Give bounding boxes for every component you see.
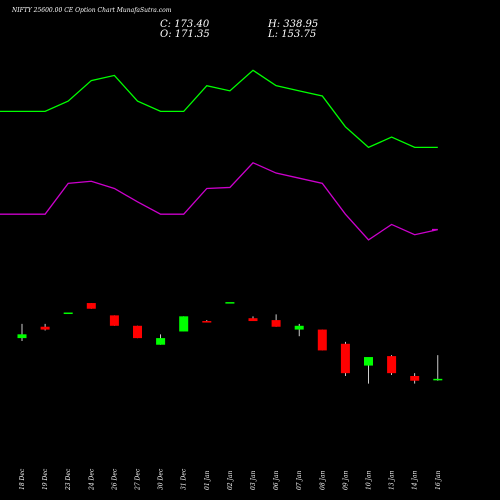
candle-body bbox=[364, 357, 373, 366]
candle bbox=[410, 373, 420, 384]
candle-body bbox=[248, 318, 258, 322]
x-tick-label: 23 Dec bbox=[65, 468, 72, 491]
candle bbox=[202, 320, 212, 323]
candle-body bbox=[156, 338, 166, 345]
candle-body bbox=[271, 320, 281, 327]
candle bbox=[271, 314, 281, 327]
x-tick-label: 08 Jan bbox=[319, 470, 326, 490]
candle bbox=[133, 325, 142, 339]
candle-body bbox=[410, 376, 420, 381]
candle-body bbox=[17, 334, 27, 339]
candle bbox=[40, 323, 50, 331]
candle bbox=[156, 334, 166, 345]
candle bbox=[364, 357, 373, 384]
open-value: O: 171.35 bbox=[160, 29, 210, 40]
candles bbox=[17, 302, 443, 384]
close-value: C: 173.40 bbox=[160, 19, 210, 30]
low-value: L: 153.75 bbox=[267, 29, 316, 40]
candle-body bbox=[109, 315, 119, 326]
candle bbox=[17, 323, 27, 341]
candle bbox=[294, 323, 304, 337]
high-value: H: 338.95 bbox=[267, 19, 318, 30]
candle-body bbox=[294, 325, 304, 330]
x-tick-label: 13 Jan bbox=[389, 470, 396, 490]
x-tick-label: 03 Jan bbox=[250, 470, 257, 490]
candle bbox=[86, 303, 96, 309]
lower-band-line bbox=[0, 161, 438, 241]
x-tick-label: 14 Jan bbox=[412, 470, 419, 490]
candle bbox=[109, 315, 119, 326]
x-axis-ticks: 18 Dec 19 Dec 23 Dec 24 Dec 26 Dec 27 Dec 30 D… bbox=[19, 468, 442, 491]
candle-body bbox=[179, 316, 189, 332]
x-tick-label: 31 Dec bbox=[181, 468, 188, 490]
chart-title: NIFTY 25600.00 CE Option Chart MunafaSut… bbox=[11, 7, 172, 14]
candle-body bbox=[387, 356, 397, 374]
x-tick-label: 27 Dec bbox=[135, 468, 142, 491]
x-tick-label: 01 Jan bbox=[204, 470, 211, 490]
candle-body bbox=[86, 303, 96, 309]
x-tick-label: 24 Dec bbox=[88, 468, 95, 491]
candle bbox=[317, 329, 327, 351]
candle-body bbox=[317, 329, 327, 351]
candle-body bbox=[202, 321, 212, 323]
x-tick-label: 06 Jan bbox=[273, 470, 280, 490]
candle bbox=[340, 341, 350, 376]
candle-body bbox=[225, 302, 235, 304]
x-tick-label: 19 Dec bbox=[42, 468, 49, 490]
candle-body bbox=[133, 325, 142, 339]
candle bbox=[248, 316, 258, 322]
candle-body bbox=[63, 312, 73, 315]
candle bbox=[63, 312, 73, 315]
indicator-bands bbox=[0, 69, 438, 241]
x-tick-label: 10 Jan bbox=[366, 470, 373, 490]
x-tick-label: 26 Dec bbox=[111, 468, 118, 491]
candle-body bbox=[340, 343, 350, 374]
x-tick-label: 07 Jan bbox=[296, 470, 303, 490]
candle-body bbox=[433, 378, 443, 381]
x-tick-label: 09 Jan bbox=[342, 470, 349, 490]
candle bbox=[433, 355, 443, 381]
x-tick-label: 30 Dec bbox=[158, 468, 165, 490]
x-tick-label: 18 Dec bbox=[19, 468, 26, 490]
candle bbox=[179, 316, 189, 332]
candle-body bbox=[40, 326, 50, 330]
candle bbox=[387, 355, 397, 376]
upper-band-line bbox=[0, 69, 438, 149]
x-tick-label: 16 Jan bbox=[435, 470, 442, 490]
x-tick-label: 02 Jan bbox=[227, 470, 234, 490]
candle bbox=[225, 302, 235, 304]
